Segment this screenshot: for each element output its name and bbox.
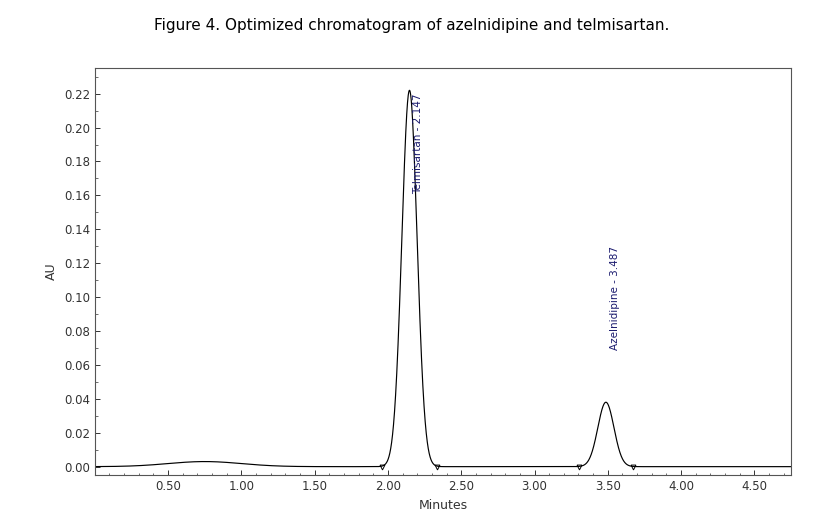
Y-axis label: AU: AU — [45, 263, 59, 280]
Text: Azelnidipine - 3.487: Azelnidipine - 3.487 — [610, 246, 620, 350]
Text: Figure 4. Optimized chromatogram of azelnidipine and telmisartan.: Figure 4. Optimized chromatogram of azel… — [154, 18, 670, 34]
Text: Telmisartan - 2.147: Telmisartan - 2.147 — [413, 93, 424, 194]
X-axis label: Minutes: Minutes — [419, 499, 467, 511]
